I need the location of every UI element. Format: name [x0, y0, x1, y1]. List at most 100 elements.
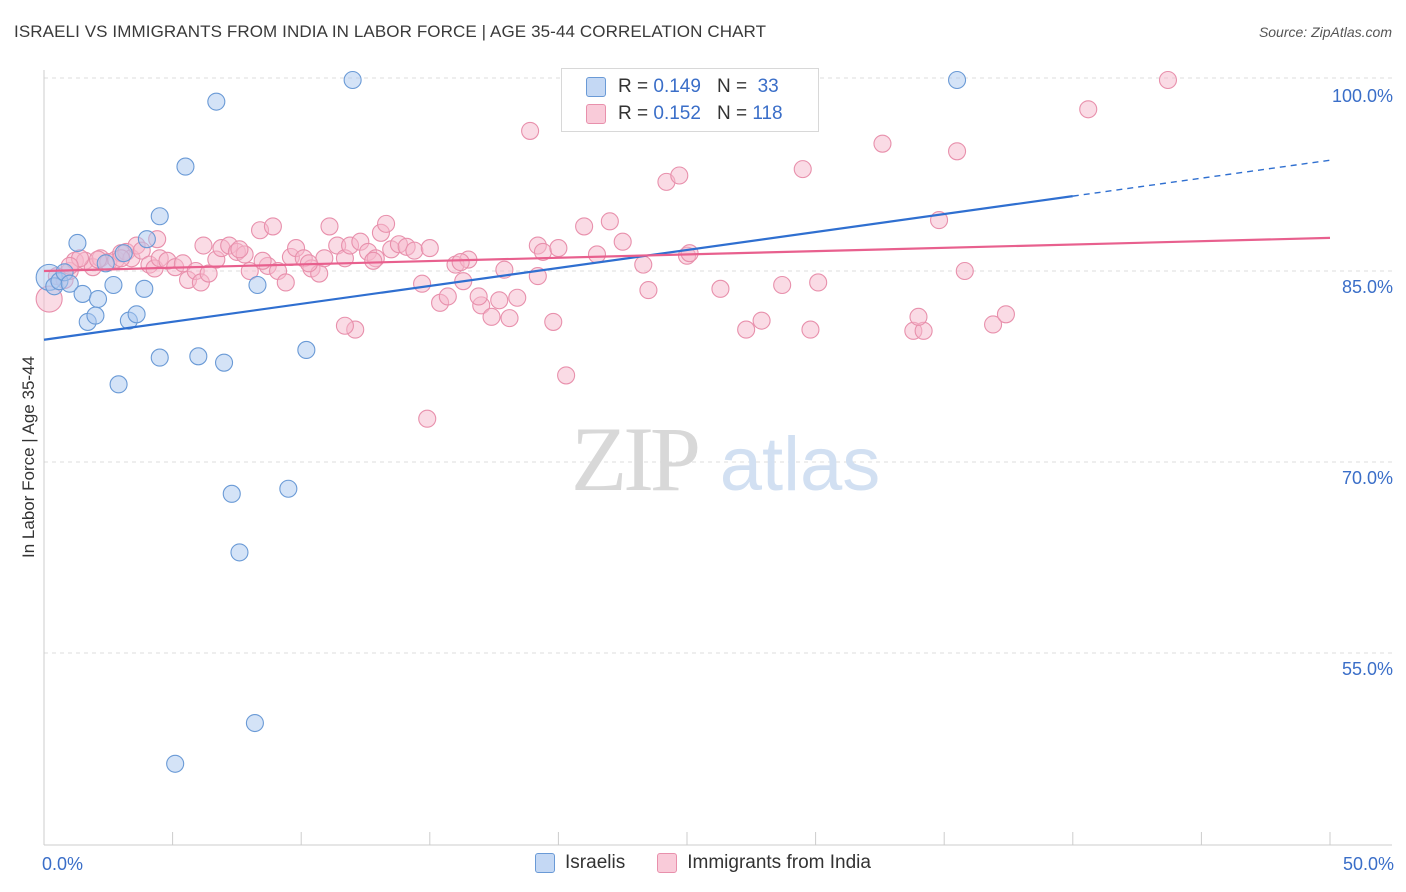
point-israelis — [114, 244, 133, 263]
point-immigrants-from-india — [469, 287, 488, 306]
correlation-legend: R = 0.149 N = 33 R = 0.152 N = 118 — [561, 68, 819, 132]
point-israelis — [137, 230, 156, 249]
point-immigrants-from-india — [801, 320, 820, 339]
point-israelis — [214, 353, 234, 372]
point-immigrants-from-india — [1079, 100, 1098, 119]
point-immigrants-from-india — [451, 253, 470, 272]
point-immigrants-from-india — [500, 309, 519, 328]
point-immigrants-from-india — [263, 217, 282, 236]
point-israelis — [343, 70, 362, 90]
point-immigrants-from-india — [335, 316, 354, 335]
point-immigrants-from-india — [613, 232, 632, 251]
watermark: ZIP atlas — [571, 408, 880, 510]
point-immigrants-from-india — [809, 273, 828, 292]
point-immigrants-from-india — [711, 279, 730, 298]
point-israelis — [88, 289, 108, 309]
point-immigrants-from-india — [230, 240, 249, 259]
point-immigrants-from-india — [482, 307, 501, 326]
legend-r-label: R = — [618, 103, 649, 124]
point-israelis — [73, 284, 92, 303]
legend-r-value: 0.149 — [653, 76, 701, 97]
point-immigrants-from-india — [737, 320, 756, 339]
y-tick-label: 85.0% — [1342, 277, 1393, 297]
legend-n-value: 33 — [757, 76, 779, 97]
point-israelis — [176, 157, 195, 176]
point-immigrants-from-india — [575, 217, 594, 236]
point-immigrants-from-india — [557, 366, 576, 385]
x-tick-label: 50.0% — [1343, 854, 1394, 874]
point-immigrants-from-india — [490, 291, 509, 310]
legend-n-value: 118 — [752, 103, 783, 124]
tick-labels: 100.0% 85.0% 70.0% 55.0% 0.0% 50.0% — [42, 86, 1394, 874]
point-immigrants-from-india — [955, 261, 974, 281]
point-immigrants-from-india — [194, 236, 213, 255]
legend-swatch-pink — [657, 853, 678, 873]
legend-swatch-blue — [586, 77, 606, 97]
legend-n-label: N = — [716, 76, 748, 97]
point-israelis — [248, 275, 267, 295]
y-axis-label: In Labor Force | Age 35-44 — [19, 356, 38, 558]
point-immigrants-from-india — [276, 273, 295, 292]
legend-r-label: R = — [618, 76, 649, 97]
x-tick-label: 0.0% — [42, 854, 83, 874]
y-tick-label: 100.0% — [1332, 86, 1393, 106]
trend-line-israelis-extrapolated — [1072, 159, 1331, 197]
y-tick-label: 70.0% — [1342, 468, 1393, 488]
point-israelis — [207, 92, 226, 111]
point-immigrants-from-india — [1158, 70, 1178, 90]
point-israelis — [230, 543, 249, 562]
y-tick-label: 55.0% — [1342, 659, 1393, 679]
point-israelis — [948, 70, 967, 90]
point-israelis — [104, 275, 123, 295]
point-immigrants-from-india — [413, 274, 432, 293]
point-israelis — [189, 347, 208, 366]
chart-title: ISRAELI VS IMMIGRANTS FROM INDIA IN LABO… — [14, 22, 767, 41]
point-immigrants-from-india — [521, 121, 540, 140]
point-immigrants-from-india — [634, 255, 653, 274]
point-immigrants-from-india — [438, 287, 457, 306]
point-immigrants-from-india — [909, 307, 928, 326]
point-immigrants-from-india — [377, 214, 396, 233]
point-immigrants-from-india — [639, 281, 658, 300]
watermark-zip: ZIP — [571, 408, 698, 510]
legend-r-value: 0.152 — [653, 103, 701, 124]
point-immigrants-from-india — [587, 245, 607, 264]
point-israelis — [150, 207, 169, 226]
point-israelis — [127, 305, 146, 324]
point-israelis — [222, 484, 241, 503]
point-israelis — [60, 274, 79, 293]
legend-n-label: N = — [716, 103, 748, 124]
point-immigrants-from-india — [752, 311, 771, 330]
point-immigrants-from-india — [996, 305, 1015, 324]
point-immigrants-from-india — [948, 142, 967, 161]
point-immigrants-from-india — [253, 251, 272, 270]
point-immigrants-from-india — [508, 288, 527, 307]
point-immigrants-from-india — [420, 239, 439, 258]
point-immigrants-from-india — [984, 315, 1003, 334]
legend-item-israelis[interactable]: Israelis — [535, 852, 625, 874]
point-immigrants-from-india — [199, 264, 218, 283]
trend-lines — [43, 159, 1331, 341]
point-immigrants-from-india — [600, 212, 619, 231]
point-immigrants-from-india — [418, 409, 437, 428]
point-israelis — [150, 348, 169, 367]
point-immigrants-from-india — [320, 217, 339, 236]
legend-item-india[interactable]: Immigrants from India — [657, 852, 871, 874]
legend-row-israelis: R = 0.149 N = 33 — [586, 74, 779, 100]
point-israelis — [297, 340, 316, 359]
watermark-atlas: atlas — [720, 422, 881, 507]
point-israelis — [166, 754, 185, 773]
point-israelis — [86, 306, 105, 325]
axes — [43, 70, 1392, 846]
point-immigrants-from-india — [670, 166, 689, 185]
trend-line-immigrants-from-india — [43, 236, 1331, 273]
point-israelis — [279, 479, 298, 498]
legend-label-israelis: Israelis — [565, 852, 626, 873]
gridlines — [44, 77, 1392, 654]
point-immigrants-from-india — [364, 251, 383, 270]
point-israelis — [135, 279, 154, 298]
source-credit: Source: ZipAtlas.com — [1258, 24, 1392, 40]
legend-swatch-pink — [586, 104, 606, 124]
point-israelis — [109, 375, 128, 394]
